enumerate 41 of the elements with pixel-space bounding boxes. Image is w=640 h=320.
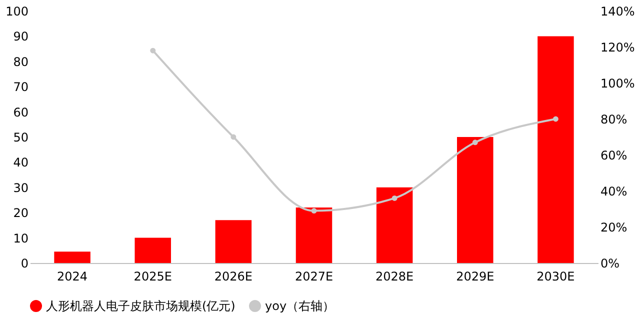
bar: [538, 36, 574, 263]
bar: [376, 187, 413, 263]
bar: [215, 220, 252, 263]
bar: [457, 137, 494, 263]
y2-tick-label: 40%: [600, 184, 628, 198]
y-tick-label: 100: [6, 4, 28, 18]
point: [552, 116, 558, 122]
y2-tick-label: 120%: [600, 40, 635, 54]
y-tick-label: 40: [13, 156, 28, 170]
x-tick-label: 2028E: [376, 270, 414, 284]
point: [150, 48, 156, 54]
y-tick-label: 50: [13, 130, 28, 144]
x-tick-label: 2030E: [536, 270, 575, 284]
point: [311, 208, 317, 214]
bar: [296, 208, 332, 263]
legend-label: yoy（右轴）: [265, 299, 335, 313]
y-tick-label: 70: [13, 80, 28, 94]
point: [230, 134, 236, 140]
y-tick-label: 80: [13, 54, 28, 69]
point: [472, 140, 478, 146]
x-tick-label: 2029E: [456, 270, 494, 284]
y2-tick-label: 60%: [600, 148, 628, 162]
legend-label: 人形机器人电子皮肤市场规模(亿元): [46, 299, 236, 313]
y-tick-label: 10: [13, 231, 28, 246]
x-tick-label: 2026E: [214, 270, 252, 284]
x-tick-label: 2027E: [294, 270, 334, 284]
bar: [54, 252, 90, 263]
y-tick-label: 20: [13, 206, 28, 220]
x-tick-label: 2024: [57, 270, 88, 284]
y-tick-label: 60: [13, 105, 28, 120]
bar: [134, 238, 171, 263]
y-tick-label: 30: [13, 180, 28, 195]
y-tick-label: 90: [13, 30, 28, 44]
y2-tick-label: 0%: [600, 256, 620, 270]
y-tick-label: 0: [20, 256, 28, 270]
y2-tick-label: 80%: [600, 112, 628, 126]
point: [392, 195, 398, 201]
y2-tick-label: 100%: [600, 76, 635, 90]
y2-tick-label: 20%: [600, 220, 628, 234]
y2-tick-label: 140%: [600, 4, 635, 18]
x-tick-label: 2025E: [134, 270, 172, 284]
